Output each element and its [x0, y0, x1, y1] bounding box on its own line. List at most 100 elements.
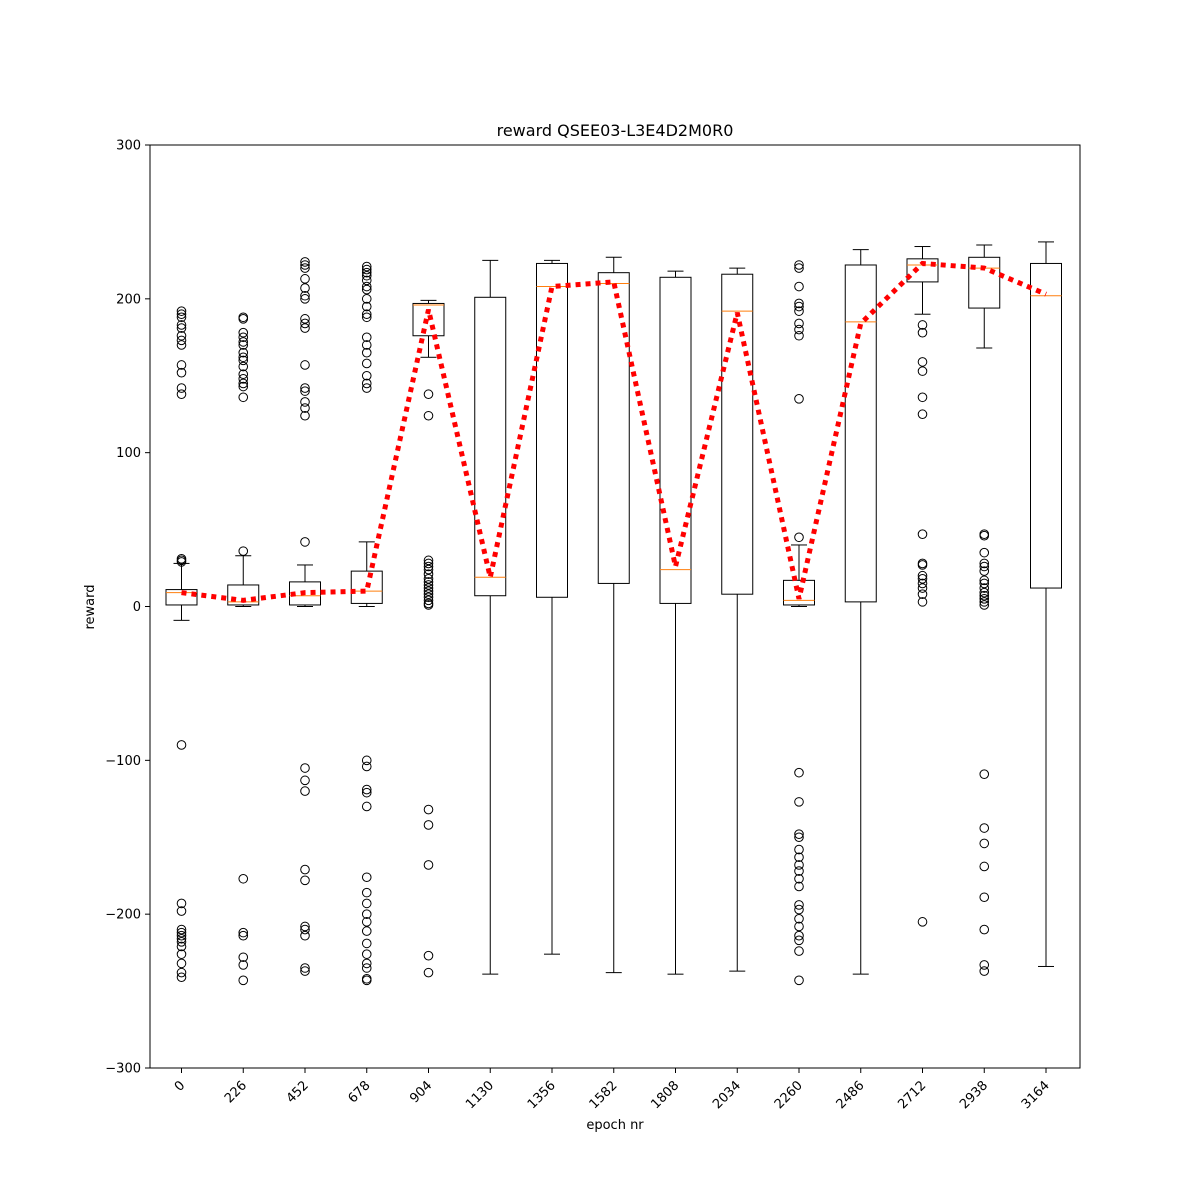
- outlier-point: [979, 861, 990, 872]
- outlier-point: [794, 394, 804, 404]
- outlier-point: [361, 267, 372, 278]
- outlier-point: [176, 367, 187, 378]
- outlier-point: [300, 386, 310, 396]
- outlier-point: [176, 557, 187, 567]
- outlier-point: [361, 926, 372, 936]
- outlier-point: [238, 378, 249, 389]
- outlier-point: [361, 909, 372, 919]
- outlier-point: [979, 583, 990, 593]
- outlier-point: [176, 906, 187, 916]
- x-tick-label: 678: [345, 1078, 373, 1106]
- outlier-point: [300, 864, 310, 875]
- outlier-point: [423, 389, 434, 400]
- outlier-point: [300, 318, 310, 329]
- outlier-point: [917, 529, 928, 539]
- outlier-point: [176, 360, 187, 370]
- outlier-point: [794, 904, 804, 915]
- outlier-point: [423, 860, 434, 870]
- outlier-point: [794, 860, 804, 870]
- outlier-point: [300, 397, 310, 407]
- box-iqr: [906, 258, 939, 283]
- outlier-point: [176, 930, 187, 941]
- y-tick-label: 100: [116, 446, 141, 461]
- outlier-point: [176, 927, 187, 938]
- outlier-point: [361, 801, 372, 812]
- outlier-point: [423, 592, 434, 603]
- outlier-point: [979, 558, 990, 569]
- outlier-point: [917, 392, 928, 403]
- outlier-point: [979, 769, 990, 779]
- outlier-point: [300, 314, 310, 324]
- outlier-point: [238, 355, 249, 366]
- outlier-point: [300, 963, 310, 973]
- y-tick-label: −200: [105, 908, 141, 923]
- y-tick-label: 200: [116, 292, 141, 307]
- outlier-point: [300, 775, 310, 786]
- outlier-point: [176, 335, 187, 346]
- x-tick-label: 1356: [525, 1078, 559, 1112]
- outlier-point: [794, 866, 804, 876]
- outlier-point: [361, 917, 372, 927]
- outlier-point: [238, 327, 249, 338]
- outlier-point: [794, 873, 804, 884]
- outlier-point: [300, 921, 310, 932]
- outlier-point: [176, 306, 187, 316]
- outlier-point: [423, 586, 434, 596]
- box-iqr: [350, 570, 383, 604]
- outlier-point: [300, 257, 310, 267]
- x-tick-label: 904: [407, 1078, 435, 1106]
- outlier-point: [794, 767, 804, 778]
- chart-title: reward QSEE03-L3E4D2M0R0: [497, 121, 734, 140]
- outlier-point: [361, 358, 372, 369]
- x-tick-label: 1808: [648, 1078, 682, 1112]
- outlier-point: [361, 281, 372, 292]
- outlier-point: [794, 844, 804, 855]
- outlier-point: [423, 561, 434, 572]
- outlier-point: [176, 309, 187, 320]
- outlier-point: [300, 283, 310, 293]
- outlier-point: [979, 600, 990, 610]
- outlier-point: [300, 966, 310, 976]
- outlier-point: [300, 763, 310, 773]
- box-iqr: [474, 296, 507, 597]
- outlier-point: [361, 301, 372, 312]
- outlier-point: [794, 281, 804, 292]
- outlier-point: [423, 569, 434, 579]
- outlier-point: [238, 546, 249, 556]
- outlier-point: [238, 352, 249, 363]
- outlier-point: [300, 260, 310, 270]
- outlier-point: [176, 937, 187, 947]
- outlier-point: [300, 274, 310, 284]
- outlier-point: [979, 566, 990, 576]
- outlier-point: [238, 340, 249, 350]
- outlier-point: [361, 340, 372, 350]
- box-iqr: [165, 589, 198, 606]
- outlier-point: [238, 952, 249, 963]
- x-tick-label: 1130: [463, 1078, 497, 1112]
- outlier-point: [238, 369, 249, 380]
- outlier-point: [917, 327, 928, 338]
- outlier-point: [917, 578, 928, 589]
- outlier-point: [361, 761, 372, 772]
- outlier-point: [238, 361, 249, 372]
- outlier-point: [423, 558, 434, 569]
- outlier-point: [979, 561, 990, 572]
- outlier-point: [979, 590, 990, 601]
- y-tick-label: 0: [133, 600, 141, 615]
- outlier-point: [361, 309, 372, 320]
- outlier-point: [176, 958, 187, 969]
- x-tick-label: 2486: [834, 1078, 868, 1112]
- outlier-point: [238, 374, 249, 384]
- outlier-point: [794, 935, 804, 946]
- outlier-point: [176, 967, 187, 978]
- x-tick-label: 2712: [895, 1078, 929, 1112]
- outlier-point: [361, 963, 372, 973]
- mean-line-series: [181, 260, 1047, 603]
- outlier-point: [361, 261, 372, 272]
- outlier-point: [300, 360, 310, 370]
- box-iqr: [1030, 262, 1062, 589]
- outlier-point: [423, 580, 434, 590]
- plot-area: −300 −200 −100 0 100 200 300 0 226 452 678 904 1130 1…: [105, 139, 1081, 1112]
